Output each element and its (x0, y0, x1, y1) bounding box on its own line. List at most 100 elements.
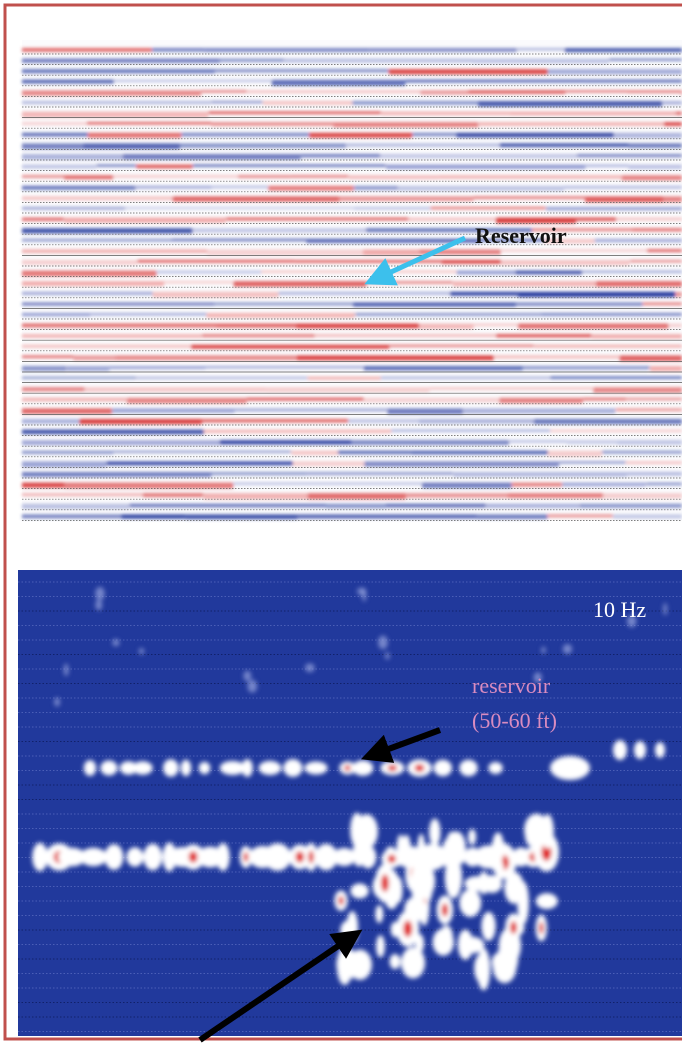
reflector (626, 472, 682, 476)
reflector (237, 175, 291, 178)
reflector (500, 249, 647, 252)
reflector (22, 260, 138, 265)
reflector (351, 101, 479, 105)
reflector (380, 154, 577, 159)
blob (95, 599, 103, 611)
blob (492, 949, 517, 984)
reflector (585, 164, 629, 167)
reflector (363, 461, 560, 467)
reflector (632, 228, 682, 232)
reflector (297, 355, 494, 361)
reflector (22, 270, 157, 277)
reflector (617, 440, 682, 445)
reflector (201, 90, 248, 93)
reflector (533, 419, 682, 425)
reflector (73, 355, 116, 361)
reflector (621, 175, 682, 181)
reflector (22, 387, 85, 392)
reflector (22, 323, 217, 328)
blob (219, 761, 246, 775)
blob (433, 759, 453, 777)
blob (613, 740, 627, 760)
reflector (517, 291, 676, 298)
seismic-section (22, 40, 682, 520)
reflector (22, 111, 209, 118)
reflector (307, 376, 381, 380)
reflector (480, 238, 545, 242)
reflector (405, 79, 586, 83)
reflector (419, 323, 474, 329)
reflector (381, 111, 510, 116)
blob (163, 759, 179, 777)
reflector (210, 101, 264, 104)
reflector (642, 302, 682, 306)
reflector (204, 429, 392, 434)
blob (198, 761, 211, 775)
label: reservoir (472, 673, 551, 698)
reflector (22, 164, 97, 169)
reflector (22, 397, 127, 402)
blob (459, 889, 482, 918)
reflector (675, 111, 682, 116)
reflector (354, 207, 431, 210)
reflector (22, 69, 215, 74)
reflector (385, 503, 486, 508)
reflector (405, 493, 508, 498)
reflector (96, 164, 137, 167)
reflector (680, 90, 682, 96)
frequency: 10 Hz (593, 597, 646, 622)
reflector (125, 207, 285, 210)
reflector (234, 408, 388, 412)
blob (100, 760, 118, 776)
reflector (500, 260, 630, 266)
reflector (22, 472, 212, 477)
reflector (532, 228, 633, 232)
reflector (473, 196, 586, 199)
blob (247, 679, 258, 693)
blob (384, 652, 390, 660)
arrow (360, 727, 442, 763)
reflector (113, 175, 238, 178)
blob (481, 911, 496, 941)
blob (283, 759, 303, 777)
blob-core (510, 921, 517, 934)
reflector (476, 514, 548, 519)
reflector (565, 90, 628, 93)
blob (627, 614, 637, 628)
reflector (22, 429, 205, 435)
reflector (495, 217, 576, 224)
reflector (284, 58, 473, 63)
reflector (22, 376, 137, 380)
reflector (22, 355, 74, 359)
blob (304, 663, 315, 673)
reflector (472, 58, 609, 64)
reflector (22, 291, 153, 295)
reflector (84, 387, 266, 392)
reflector (22, 185, 136, 190)
blob (432, 928, 454, 956)
blob (258, 760, 282, 776)
reflector (507, 493, 604, 498)
reflector (247, 90, 421, 93)
blob-core (539, 921, 544, 935)
reflector (214, 69, 389, 73)
blob (138, 648, 145, 655)
reflector (216, 323, 297, 328)
reflector (369, 48, 517, 52)
reflector (88, 132, 181, 138)
blob (535, 893, 558, 910)
reflector (152, 291, 279, 298)
reflector (22, 58, 220, 63)
blob-core (295, 851, 305, 863)
blob (477, 948, 491, 991)
blob (63, 663, 69, 677)
reflector (593, 387, 682, 393)
reflector (135, 185, 212, 189)
reflector (211, 185, 269, 189)
reflector (208, 111, 382, 114)
reflector (453, 472, 627, 477)
reflector (284, 207, 355, 210)
reflector (151, 48, 205, 52)
reflector (668, 323, 682, 328)
reflector (66, 366, 110, 372)
